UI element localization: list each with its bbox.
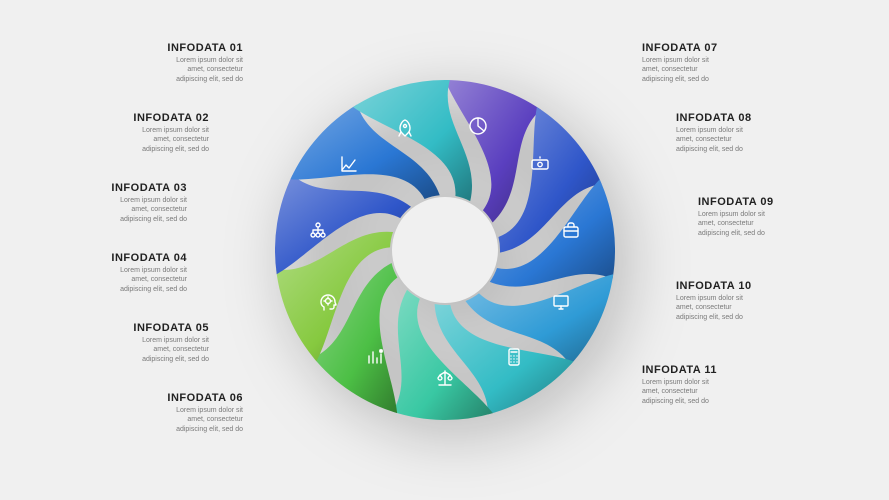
info-label-left: INFODATA 06 Lorem ipsum dolor sit amet, c…: [93, 392, 243, 434]
info-label-left: INFODATA 02 Lorem ipsum dolor sit amet, c…: [59, 112, 209, 154]
info-label-right: INFODATA 11 Lorem ipsum dolor sit amet, c…: [642, 364, 792, 406]
info-label-right: INFODATA 07 Lorem ipsum dolor sit amet, c…: [642, 42, 792, 84]
info-label-body: Lorem ipsum dolor sit amet, consectetur …: [93, 406, 243, 434]
label-layer: INFODATA 01 Lorem ipsum dolor sit amet, c…: [0, 0, 889, 500]
info-label-body: Lorem ipsum dolor sit amet, consectetur …: [93, 56, 243, 84]
info-label-title: INFODATA 03: [37, 182, 187, 194]
info-label-title: INFODATA 07: [642, 42, 792, 54]
info-label-title: INFODATA 08: [676, 112, 826, 124]
info-label-title: INFODATA 10: [676, 280, 826, 292]
info-label-body: Lorem ipsum dolor sit amet, consectetur …: [676, 126, 826, 154]
info-label-title: INFODATA 04: [37, 252, 187, 264]
info-label-title: INFODATA 11: [642, 364, 792, 376]
info-label-body: Lorem ipsum dolor sit amet, consectetur …: [37, 196, 187, 224]
info-label-title: INFODATA 05: [59, 322, 209, 334]
info-label-body: Lorem ipsum dolor sit amet, consectetur …: [37, 266, 187, 294]
info-label-title: INFODATA 09: [698, 196, 848, 208]
info-label-body: Lorem ipsum dolor sit amet, consectetur …: [59, 336, 209, 364]
info-label-left: INFODATA 05 Lorem ipsum dolor sit amet, c…: [59, 322, 209, 364]
info-label-left: INFODATA 04 Lorem ipsum dolor sit amet, c…: [37, 252, 187, 294]
info-label-body: Lorem ipsum dolor sit amet, consectetur …: [676, 294, 826, 322]
info-label-right: INFODATA 10 Lorem ipsum dolor sit amet, c…: [676, 280, 826, 322]
info-label-left: INFODATA 01 Lorem ipsum dolor sit amet, c…: [93, 42, 243, 84]
info-label-right: INFODATA 09 Lorem ipsum dolor sit amet, c…: [698, 196, 848, 238]
info-label-body: Lorem ipsum dolor sit amet, consectetur …: [642, 56, 792, 84]
info-label-body: Lorem ipsum dolor sit amet, consectetur …: [642, 378, 792, 406]
info-label-title: INFODATA 06: [93, 392, 243, 404]
infographic-canvas: INFODATA 01 Lorem ipsum dolor sit amet, c…: [0, 0, 889, 500]
info-label-body: Lorem ipsum dolor sit amet, consectetur …: [59, 126, 209, 154]
info-label-right: INFODATA 08 Lorem ipsum dolor sit amet, c…: [676, 112, 826, 154]
info-label-title: INFODATA 01: [93, 42, 243, 54]
info-label-left: INFODATA 03 Lorem ipsum dolor sit amet, c…: [37, 182, 187, 224]
info-label-body: Lorem ipsum dolor sit amet, consectetur …: [698, 210, 848, 238]
info-label-title: INFODATA 02: [59, 112, 209, 124]
